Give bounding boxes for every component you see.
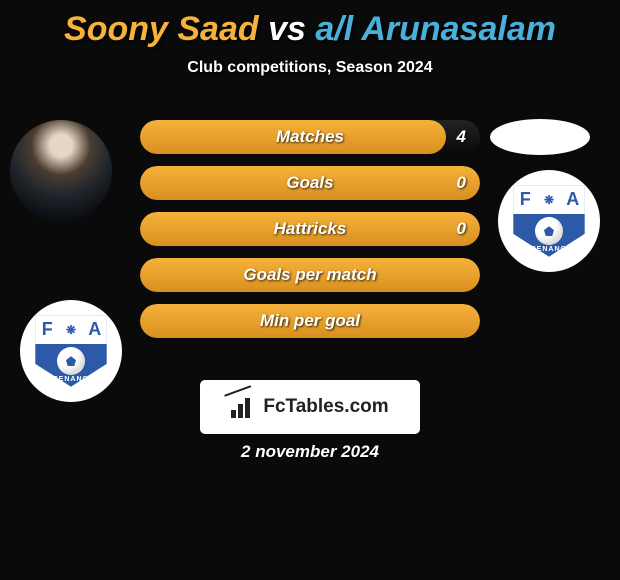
page-title: Soony Saad vs a/l Arunasalam: [0, 0, 620, 49]
crest-text-2: PENANG: [531, 246, 567, 253]
logo-text: FcTables.com: [263, 396, 388, 418]
logo-chart-icon: [231, 396, 257, 418]
stat-bar-matches: Matches4: [140, 120, 480, 154]
player2-avatar: [490, 119, 590, 155]
crest-letter-a-2: A: [561, 185, 585, 214]
soccer-ball-icon: [57, 347, 85, 375]
stat-bar-label: Matches: [140, 120, 480, 154]
crest-letter-f: F: [35, 315, 59, 344]
stat-bar-label: Min per goal: [140, 304, 480, 338]
crest-letter-a: A: [83, 315, 107, 344]
crest-letter-f-2: F: [513, 185, 537, 214]
stat-bar-value: 4: [457, 120, 466, 154]
crest-bottom-2: PENANG: [513, 214, 584, 257]
crest-snowflake-icon: ❋: [59, 315, 83, 344]
stat-bar-goals: Goals0: [140, 166, 480, 200]
crest-text: PENANG: [53, 376, 89, 383]
stat-bar-hattricks: Hattricks0: [140, 212, 480, 246]
soccer-ball-icon-2: [535, 217, 563, 245]
crest-snowflake-icon-2: ❋: [537, 185, 561, 214]
stat-bar-label: Hattricks: [140, 212, 480, 246]
crest-top: F ❋ A: [35, 315, 106, 344]
stat-bar-min-per-goal: Min per goal: [140, 304, 480, 338]
stat-bar-value: 0: [457, 212, 466, 246]
player1-avatar: [10, 120, 112, 222]
stat-bar-label: Goals: [140, 166, 480, 200]
crest-shield: F ❋ A PENANG: [35, 315, 106, 386]
stat-bar-label: Goals per match: [140, 258, 480, 292]
subtitle: Club competitions, Season 2024: [0, 59, 620, 77]
crest-bottom: PENANG: [35, 344, 106, 387]
player1-club-crest: F ❋ A PENANG: [20, 300, 122, 402]
title-player1: Soony Saad vs a/l Arunasalam: [64, 10, 556, 48]
stat-bar-goals-per-match: Goals per match: [140, 258, 480, 292]
fctables-logo: FcTables.com: [200, 380, 420, 434]
player2-club-crest: F ❋ A PENANG: [498, 170, 600, 272]
crest-shield-2: F ❋ A PENANG: [513, 185, 584, 256]
stats-bars: Matches4Goals0Hattricks0Goals per matchM…: [140, 120, 480, 350]
stat-bar-value: 0: [457, 166, 466, 200]
crest-top-2: F ❋ A: [513, 185, 584, 214]
footer-date: 2 november 2024: [0, 442, 620, 462]
